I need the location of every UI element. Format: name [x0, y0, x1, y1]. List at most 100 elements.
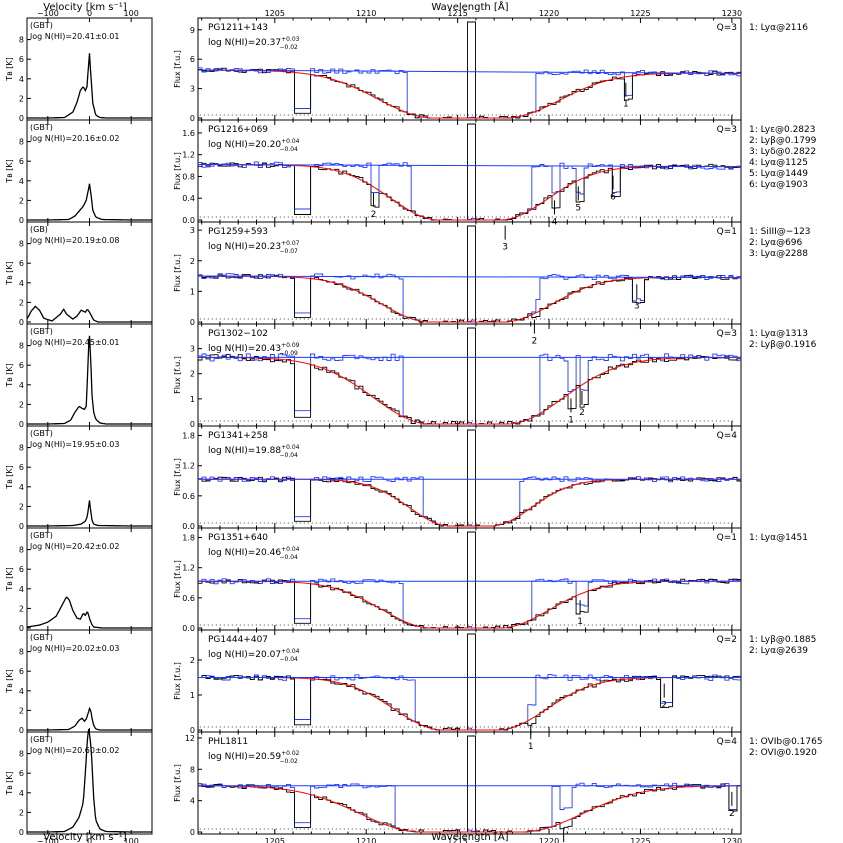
panel-row-2: 0 2 4 6 8 Tʙ [K] (GBT) log N(HI)=20.16±0.02 0.0 0… — [5, 119, 817, 253]
hi-y-tick-label: 4 — [19, 381, 24, 390]
lya-column-density: log N(HI)=20.37+0.03 −0.02 — [208, 36, 300, 51]
target-name: PHL1811 — [208, 737, 248, 747]
lya-column-density-value: log N(HI)=20.43 — [208, 344, 281, 354]
flux-y-tick-label: 3 — [190, 345, 195, 354]
wave-tick-label-top: 1230 — [722, 9, 742, 18]
spectrum-panel-frame — [197, 731, 742, 835]
hi-x-tick-label-bottom: 100 — [124, 837, 139, 843]
lya-column-density-value: log N(HI)=19.88 — [208, 446, 281, 456]
lya-column-density: log N(HI)=20.43+0.09 −0.09 — [208, 342, 300, 357]
line-id-label: 1: Lyβ@0.1885 — [749, 635, 816, 645]
hi-x-tick-label-bottom: 0 — [87, 837, 92, 843]
flux-y-axis-title: Flux [f.u.] — [173, 764, 182, 802]
wave-tick-label-bottom: 1215 — [447, 837, 467, 843]
absorber-marker-label: 2 — [661, 701, 667, 711]
lya-column-density-value: log N(HI)=20.59 — [208, 752, 281, 762]
hi-profile-line — [27, 183, 152, 221]
observed-spectrum-black — [198, 429, 741, 527]
error-lower: −0.04 — [279, 554, 298, 561]
hi-y-tick-label: 4 — [19, 279, 24, 288]
absorber-marker-label: 2 — [532, 337, 538, 347]
hi-profile-line — [26, 305, 152, 323]
flux-y-tick-label: 1.8 — [182, 534, 195, 543]
hi-x-tick-label-top: 0 — [87, 9, 92, 18]
absorber-marker-label: 1 — [568, 415, 574, 425]
line-id-label: 3: Lyδ@0.2822 — [749, 147, 816, 157]
hi-y-tick-label: 6 — [19, 769, 24, 778]
hi-y-tick-label: 2 — [19, 196, 24, 205]
flux-y-tick-label: 2 — [190, 656, 195, 665]
line-id-label: 1: Lyα@1451 — [749, 533, 808, 543]
absorber-marker-label: 2 — [729, 809, 735, 819]
flux-y-tick-label: 4 — [190, 797, 195, 806]
hi-column-density: log N(HI)=20.19±0.08 — [30, 236, 119, 245]
flux-y-axis-title: Flux [f.u.] — [173, 662, 182, 700]
telescope-label: (GBT) — [30, 531, 53, 540]
flux-y-tick-label: 0 — [190, 828, 195, 837]
line-id-label: 2: OVI@0.1920 — [749, 748, 817, 758]
wave-tick-label-top: 1225 — [630, 9, 650, 18]
lya-column-density-value: log N(HI)=20.07 — [208, 650, 281, 660]
lya-column-density: log N(HI)=20.07+0.04 −0.04 — [208, 648, 300, 663]
hi-column-density: log N(HI)=20.02±0.03 — [30, 644, 119, 653]
quality-flag: Q=2 — [717, 635, 737, 645]
error-upper: +0.02 — [281, 750, 300, 757]
error-upper: +0.09 — [281, 342, 300, 349]
hi-profile-line — [26, 596, 152, 629]
hi-column-density: log N(HI)=20.41±0.01 — [30, 32, 119, 41]
quality-flag: Q=3 — [717, 125, 737, 135]
flux-y-tick-label: 1 — [190, 691, 195, 700]
hi-profile-line — [27, 728, 152, 833]
hi-y-tick-label: 0 — [19, 420, 24, 429]
absorber-marker-label: 5 — [575, 203, 581, 213]
hi-y-tick-label: 2 — [19, 298, 24, 307]
flux-y-tick-label: 1.2 — [182, 564, 195, 573]
line-id-label: 1: Lyε@0.2823 — [749, 125, 816, 135]
error-lower: −0.04 — [279, 146, 298, 153]
flux-y-tick-label: 6 — [190, 55, 195, 64]
hi-x-tick-label-top: 100 — [124, 9, 139, 18]
error-lower: −0.02 — [279, 44, 298, 51]
hi-y-tick-label: 8 — [19, 138, 24, 147]
flux-y-tick-label: 2 — [190, 370, 195, 379]
hi-y-tick-label: 0 — [19, 522, 24, 531]
continuum-line — [197, 163, 742, 168]
telescope-label: (GBT) — [30, 633, 53, 642]
absorber-marker-label: 3 — [502, 243, 508, 253]
hi-y-tick-label: 0 — [19, 114, 24, 123]
flux-y-tick-label: 8 — [190, 765, 195, 774]
hi-y-tick-label: 6 — [19, 259, 24, 268]
hi-y-axis-title: Tʙ [K] — [5, 261, 14, 286]
hi-y-axis-title: Tʙ [K] — [5, 57, 14, 82]
flux-y-axis-title: Flux [f.u.] — [173, 50, 182, 88]
flux-y-tick-label: 0 — [190, 318, 195, 327]
flux-y-axis-title: Flux [f.u.] — [173, 152, 182, 190]
line-id-label: 3: Lyα@2288 — [749, 249, 808, 259]
hi-column-density: log N(HI)=20.16±0.02 — [30, 134, 119, 143]
hi-column-density: log N(HI)=20.42±0.02 — [30, 542, 119, 551]
panel-row-6: 0 2 4 6 8 Tʙ [K] (GBT) log N(HI)=20.42±0.02 0.0 0… — [5, 527, 808, 633]
telescope-label: (GBT) — [30, 327, 53, 336]
hi-y-tick-label: 8 — [19, 36, 24, 45]
telescope-label: (GB) — [30, 225, 48, 234]
line-id-label: 2: Lyα@696 — [749, 238, 803, 248]
hi-y-tick-label: 8 — [19, 342, 24, 351]
flux-y-tick-label: 1.8 — [182, 432, 195, 441]
flux-y-tick-label: 0.0 — [182, 216, 195, 225]
absorber-marker-label: 1 — [623, 100, 629, 110]
lya-column-density-value: log N(HI)=20.37 — [208, 38, 281, 48]
quality-flag: Q=4 — [717, 431, 738, 441]
line-id-label: 1: SiIII@−123 — [749, 227, 811, 237]
error-upper: +0.04 — [281, 444, 300, 451]
flux-y-tick-label: 3 — [190, 226, 195, 235]
lya-column-density: log N(HI)=20.59+0.02 −0.02 — [208, 750, 300, 765]
lya-column-density-value: log N(HI)=20.23 — [208, 242, 281, 252]
absorber-marker-label: 6 — [610, 193, 616, 203]
absorber-marker-label: 2 — [579, 408, 585, 418]
hi-y-tick-label: 4 — [19, 585, 24, 594]
flux-y-tick-label: 1.2 — [182, 151, 195, 160]
lya-column-density-value: log N(HI)=20.20 — [208, 140, 281, 150]
